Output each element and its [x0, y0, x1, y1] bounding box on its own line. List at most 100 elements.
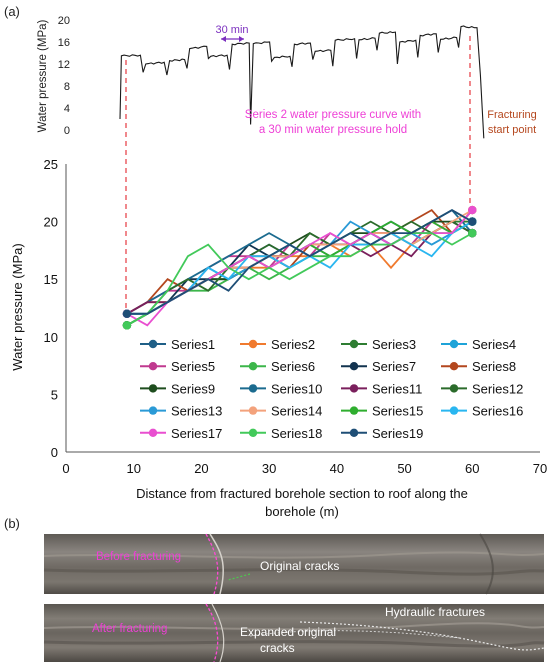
- panel-label-a: (a): [4, 4, 20, 19]
- chart-legend: Series1 Series2 Series3 Series4 Series5 Serie…: [140, 337, 523, 441]
- fracture-start-label-line2: start point: [488, 124, 536, 136]
- x-tick-label: 50: [397, 461, 411, 476]
- x-tick-label: 20: [194, 461, 208, 476]
- legend-entry: Series9: [140, 381, 215, 396]
- hydraulic-fractures-label: Hydraulic fractures: [385, 605, 485, 619]
- inset-y-tick-label: 16: [58, 37, 70, 49]
- legend-swatch-marker: [248, 339, 258, 349]
- curve-caption-line1: Series 2 water pressure curve with: [245, 109, 421, 121]
- legend-label: Series1: [171, 337, 215, 352]
- chart-axes: 0 5 10 15 20 25 0 10 20 30 40 50 60 70: [44, 157, 548, 476]
- y-tick-label: 25: [44, 157, 58, 172]
- x-tick-label: 60: [465, 461, 479, 476]
- before-fracturing-label: Before fracturing: [96, 551, 181, 563]
- data-point: [122, 321, 132, 330]
- series-11: [122, 220, 477, 318]
- legend-swatch-marker: [449, 362, 459, 371]
- legend-entry: Series2: [240, 337, 315, 352]
- legend-swatch-marker: [349, 384, 359, 393]
- legend-label: Series8: [472, 359, 516, 374]
- legend-label: Series3: [372, 337, 416, 352]
- inset-y-axis-label: Water pressure (MPa): [37, 19, 49, 132]
- series-line: [126, 220, 473, 327]
- x-tick-label: 70: [533, 461, 547, 476]
- legend-swatch-marker: [248, 384, 258, 393]
- main-chart: 0 5 10 15 20 25 0 10 20 30 40 50 60 70 Series1 Series2…: [10, 157, 547, 519]
- legend-entry: Series19: [341, 426, 423, 441]
- legend-entry: Series4: [441, 337, 516, 352]
- fracture-start-label-line1: Fracturing: [487, 109, 537, 121]
- hold-duration-label: 30 min: [215, 24, 248, 36]
- y-axis-label: Water pressure (MPa): [10, 243, 25, 370]
- legend-label: Series5: [171, 359, 215, 374]
- series-line: [126, 232, 473, 327]
- data-point: [468, 228, 477, 238]
- x-axis-label-line2: borehole (m): [265, 504, 339, 519]
- legend-label: Series12: [472, 381, 523, 396]
- inset-pressure-curve: Water pressure (MPa) 0 4 8 12 16 20 30 min Se…: [37, 15, 537, 139]
- legend-entry: Series6: [240, 359, 315, 374]
- legend-entry: Series16: [441, 404, 523, 419]
- legend-entry: Series1: [140, 337, 215, 352]
- legend-swatch-marker: [349, 339, 359, 349]
- legend-swatch-marker: [248, 406, 258, 415]
- curve-caption-line2: a 30 min water pressure hold: [259, 124, 407, 136]
- legend-entry: Series3: [341, 337, 416, 352]
- legend-label: Series19: [372, 426, 423, 441]
- inset-y-tick-label: 0: [64, 125, 70, 137]
- y-tick-label: 20: [44, 215, 58, 230]
- series-line: [126, 209, 473, 315]
- y-tick-label: 5: [51, 387, 58, 402]
- original-cracks-label: Original cracks: [260, 559, 339, 573]
- legend-swatch-marker: [248, 428, 258, 437]
- legend-swatch-marker: [349, 362, 359, 371]
- legend-entry: Series5: [140, 359, 215, 374]
- legend-swatch-marker: [349, 428, 359, 437]
- legend-label: Series7: [372, 359, 416, 374]
- legend-label: Series15: [372, 404, 423, 419]
- legend-swatch-marker: [349, 406, 359, 415]
- legend-label: Series2: [271, 337, 315, 352]
- y-tick-label: 10: [44, 330, 58, 345]
- legend-entry: Series8: [441, 359, 516, 374]
- after-fracturing-label: After fracturing: [92, 623, 167, 635]
- series-1: [122, 220, 477, 318]
- legend-label: Series11: [372, 381, 422, 396]
- legend-swatch-marker: [148, 384, 158, 393]
- photo-before-fracturing: Before fracturing Original cracks: [43, 533, 545, 595]
- x-axis-label-line1: Distance from fractured borehole section…: [136, 486, 468, 501]
- inset-y-tick-label: 20: [58, 15, 70, 27]
- x-tick-label: 10: [126, 461, 140, 476]
- legend-entry: Series13: [140, 404, 222, 419]
- data-point: [468, 205, 477, 215]
- series-18: [122, 228, 477, 330]
- legend-entry: Series12: [441, 381, 523, 396]
- legend-swatch-marker: [449, 339, 459, 349]
- series-layer: [122, 205, 477, 330]
- inset-y-tick-label: 12: [58, 59, 70, 71]
- series-17: [122, 205, 477, 327]
- inset-y-tick-label: 8: [64, 81, 70, 93]
- legend-entry: Series18: [240, 426, 322, 441]
- legend-swatch-marker: [148, 362, 158, 371]
- legend-entry: Series17: [140, 426, 222, 441]
- data-point: [468, 217, 477, 226]
- legend-swatch-marker: [148, 428, 158, 437]
- x-tick-label: 0: [62, 461, 69, 476]
- legend-label: Series16: [472, 404, 523, 419]
- expanded-cracks-label-line2: cracks: [260, 641, 295, 655]
- legend-swatch-marker: [449, 406, 459, 415]
- legend-entry: Series15: [341, 404, 423, 419]
- y-tick-label: 15: [44, 272, 58, 287]
- legend-swatch-marker: [148, 339, 158, 349]
- x-tick-label: 40: [330, 461, 344, 476]
- inset-y-tick-label: 4: [64, 103, 70, 115]
- legend-entry: Series7: [341, 359, 416, 374]
- legend-label: Series10: [271, 381, 322, 396]
- inset-y-ticks: 0 4 8 12 16 20: [58, 15, 70, 137]
- expanded-cracks-label-line1: Expanded original: [240, 625, 336, 639]
- legend-swatch-marker: [248, 362, 258, 371]
- legend-label: Series4: [472, 337, 516, 352]
- legend-entry: Series14: [240, 404, 322, 419]
- legend-entry: Series11: [341, 381, 422, 396]
